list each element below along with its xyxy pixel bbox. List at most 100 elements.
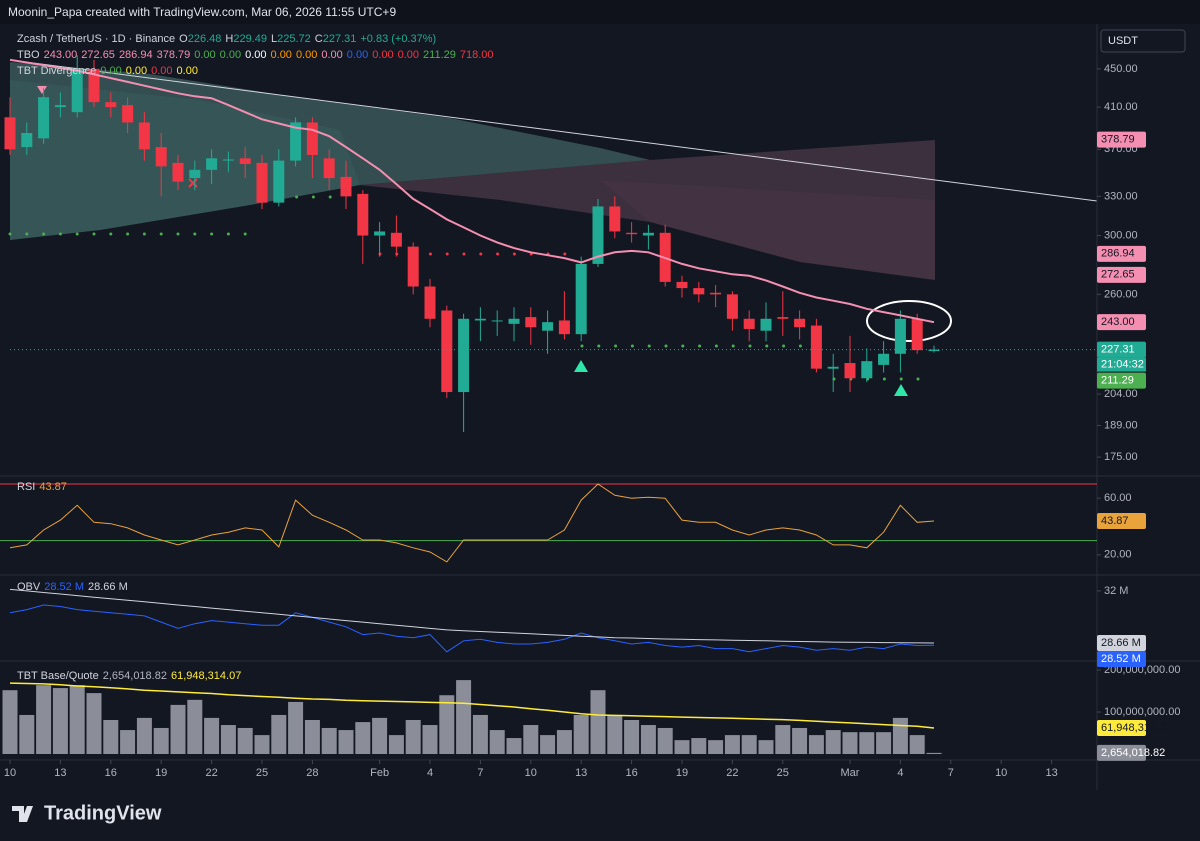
volume-bar [153, 727, 169, 754]
candle-body [710, 292, 722, 295]
candle-body [592, 206, 604, 264]
indicator-value: 286.94 [118, 49, 153, 61]
x-tick-label: 7 [948, 767, 954, 779]
indicator-line [9, 604, 935, 653]
signal-dot [698, 344, 702, 348]
volume-bar [405, 719, 421, 754]
signal-dot [479, 252, 483, 256]
y-tick-label: 450.00 [1104, 63, 1138, 75]
candle-body [726, 294, 738, 319]
volume-bar [52, 688, 68, 754]
y-tick-label: 410.00 [1104, 101, 1138, 113]
volume-bar [187, 699, 203, 754]
indicator-value: 0.00 [100, 65, 122, 77]
price-label-box [1097, 651, 1146, 668]
x-tick-label: Mar [841, 767, 860, 779]
signal-dot [58, 232, 62, 236]
y-tick-label: 204.00 [1104, 388, 1138, 400]
candle-body [810, 325, 822, 369]
x-tick-label: 25 [256, 767, 268, 779]
x-tick-label: 19 [676, 767, 688, 779]
volume-bar [204, 717, 220, 754]
volume-bar [741, 735, 757, 754]
candle-body [575, 263, 587, 335]
volume-bar [506, 738, 522, 754]
signal-dot [42, 232, 46, 236]
x-tick-label: 10 [4, 767, 16, 779]
volume-bar [288, 701, 304, 754]
price-label-box [1097, 131, 1146, 148]
ohlc-value: 225.72 [277, 33, 311, 45]
signal-dot [8, 232, 12, 236]
indicator-value: 0.00 [270, 49, 292, 61]
candle-body [542, 322, 554, 331]
price-label-box [1097, 266, 1146, 283]
volume-bar [674, 740, 690, 754]
candle-body [626, 232, 638, 235]
candle-body [928, 349, 940, 352]
ohlc-key: O [179, 33, 188, 45]
candle-body [256, 162, 268, 203]
ohlc-key: C [314, 33, 323, 45]
header-bar [0, 0, 1200, 24]
signal-dot [159, 232, 163, 236]
signal-dot [597, 344, 601, 348]
y-tick-label: 175.00 [1104, 451, 1138, 463]
currency-button[interactable] [1100, 29, 1186, 53]
indicator-value: 243.00 [43, 49, 78, 61]
volume-bar [859, 732, 875, 754]
candle-body [222, 159, 234, 161]
price-label: 211.29 [1101, 374, 1134, 386]
x-tick-label: Feb [370, 767, 389, 779]
indicator-value: 28.52 M [44, 581, 84, 593]
volume-bar [540, 735, 556, 754]
volume-bar [842, 732, 858, 754]
x-tick-label: 22 [205, 767, 217, 779]
x-tick-label: 10 [995, 767, 1007, 779]
indicator-value: 0.00 [372, 49, 394, 61]
indicator-name: OBV [17, 581, 41, 593]
signal-dot [311, 195, 315, 199]
indicator-value: 378.79 [156, 49, 191, 61]
x-tick-label: 10 [525, 767, 537, 779]
currency-label: USDT [1108, 35, 1138, 47]
signal-dot [630, 344, 634, 348]
price-label: 227.31 [1101, 343, 1135, 355]
indicator-value: 718.00 [459, 49, 494, 61]
signal-dot [614, 344, 618, 348]
signal-triangle [894, 384, 908, 396]
volume-bar [422, 725, 438, 754]
indicator-value: 0.00 [151, 65, 173, 77]
candle-body [407, 246, 419, 287]
price-label: 286.94 [1101, 248, 1135, 260]
price-label-box [1097, 372, 1146, 389]
signal-dot [445, 252, 449, 256]
volume-bar [456, 680, 472, 754]
candle-body [155, 147, 167, 167]
volume-bar [321, 727, 337, 754]
signal-dot [176, 232, 180, 236]
volume-bar [254, 735, 270, 754]
indicator-value: 0.00 [176, 65, 198, 77]
brand-logo [12, 806, 33, 822]
volume-bar [472, 714, 488, 754]
signal-dot [226, 232, 230, 236]
x-tick-label: 22 [726, 767, 738, 779]
indicator-value: 61,948,314.07 [170, 670, 242, 682]
candle-body [525, 317, 537, 328]
indicator-line [9, 682, 935, 729]
x-tick-label: 16 [625, 767, 637, 779]
volume-bar [573, 714, 589, 754]
price-label: 2,654,018.82 [1101, 747, 1165, 759]
indicator-value: 0.00 [397, 49, 420, 61]
candle-body [374, 231, 386, 236]
volume-bar [775, 725, 791, 754]
price-label: 378.79 [1101, 134, 1135, 146]
y-tick-label: 20.00 [1104, 549, 1132, 561]
volume-bar [439, 695, 455, 754]
x-tick-label: 16 [105, 767, 117, 779]
indicator-name: RSI [17, 481, 36, 493]
volume-bar [86, 693, 102, 754]
